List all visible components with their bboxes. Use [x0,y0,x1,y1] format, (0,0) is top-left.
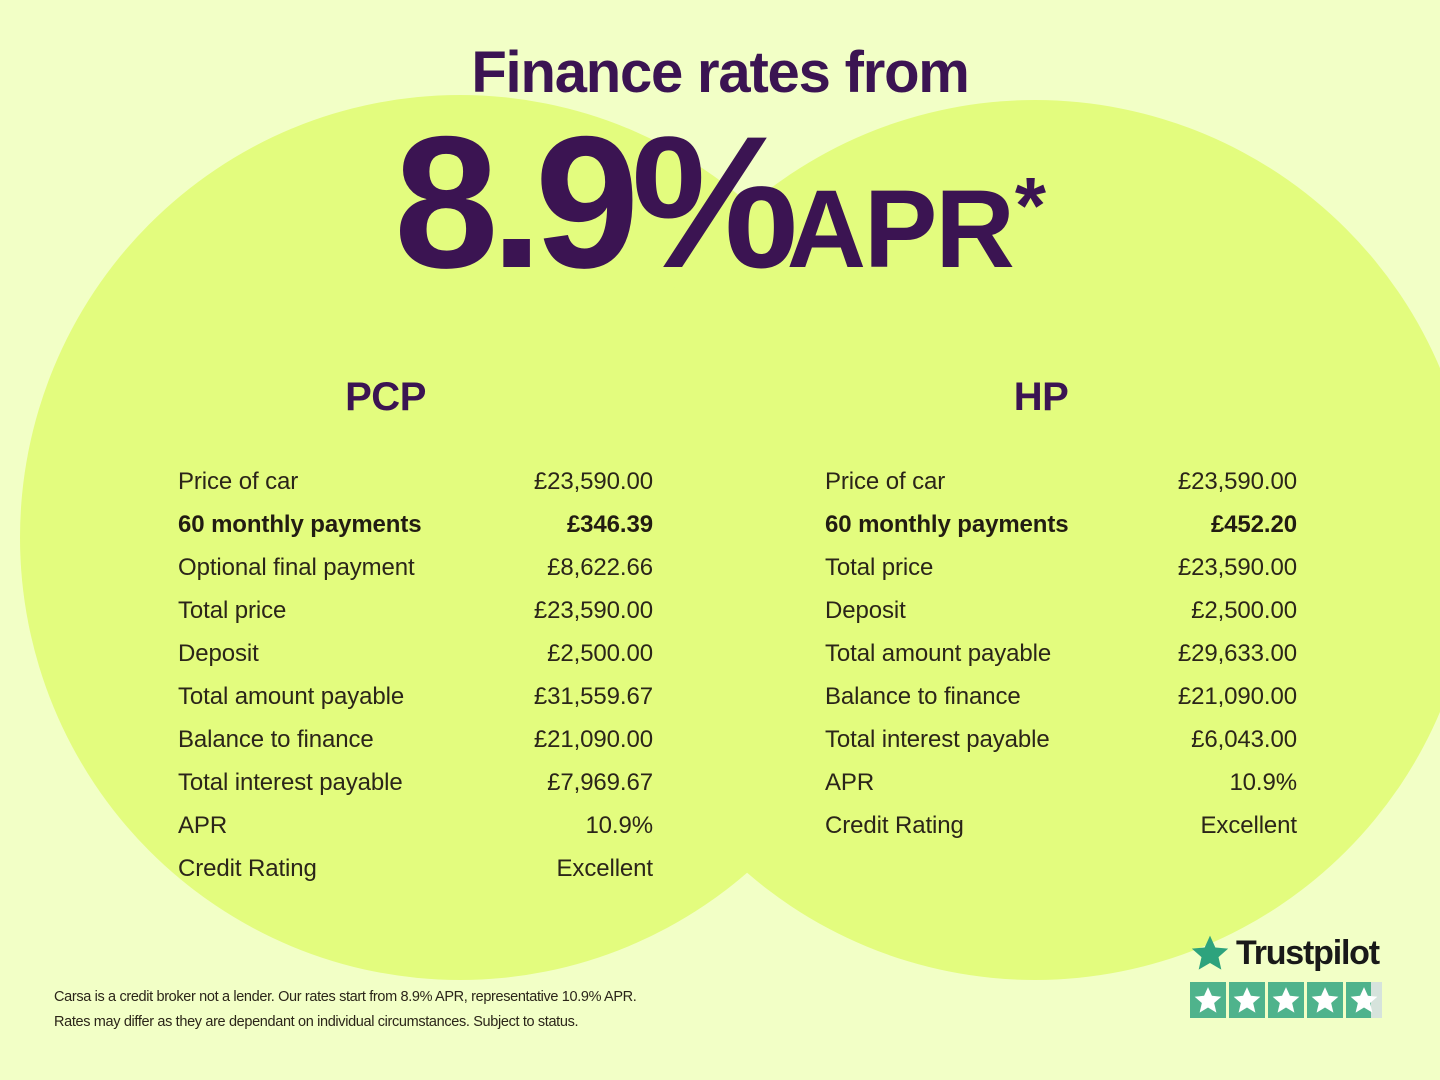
row-label: Total interest payable [825,726,1050,753]
trustpilot-star [1268,982,1304,1018]
row-label: Balance to finance [825,683,1021,710]
row-label: Total interest payable [178,769,403,796]
row-label: Total price [178,597,287,624]
trustpilot-rating-stars [1190,982,1390,1018]
disclaimer-line-2: Rates may differ as they are dependant o… [54,1014,579,1031]
asterisk-icon: * [1014,161,1046,250]
headline-rate-value: 8.9% [394,97,799,307]
row-value: £6,043.00 [1191,726,1297,753]
row-label: Total price [825,554,934,581]
trustpilot-star [1346,982,1382,1018]
table-rows-hp: Price of car £23,590.00 60 monthly payment… [825,468,1297,855]
row-label: Credit Rating [178,855,317,882]
row-value: £23,590.00 [533,468,653,495]
row-value: Excellent [556,855,654,882]
row-value: £23,590.00 [533,597,653,624]
table-row: Balance to finance £21,090.00 [178,726,653,769]
trustpilot-star [1229,982,1265,1018]
trustpilot-star-icon [1190,933,1230,973]
legal-disclaimer: Carsa is a credit broker not a lender. O… [54,985,814,1036]
table-row: Price of car £23,590.00 [825,468,1297,511]
table-row: APR 10.9% [825,769,1297,812]
table-row: Balance to finance £21,090.00 [825,683,1297,726]
trustpilot-star [1307,982,1343,1018]
row-label: Deposit [178,640,259,667]
row-value: £2,500.00 [1191,597,1297,624]
row-label: APR [825,769,875,796]
row-label: Deposit [825,597,906,624]
row-label: Total amount payable [178,683,405,710]
row-value: £8,622.66 [547,554,653,581]
row-value: £29,633.00 [1177,640,1297,667]
row-label: 60 monthly payments [178,511,422,538]
disclaimer-line-1: Carsa is a credit broker not a lender. O… [54,989,637,1005]
row-label: Credit Rating [825,812,964,839]
row-value: 10.9% [585,812,653,839]
row-value: £21,090.00 [1177,683,1297,710]
row-label: 60 monthly payments [825,511,1069,538]
headline-apr-label: APR [786,168,1015,291]
row-label: Total amount payable [825,640,1052,667]
trustpilot-wordmark: Trustpilot [1236,934,1380,972]
row-value: £23,590.00 [1177,554,1297,581]
row-label: Price of car [178,468,299,495]
table-row: Credit Rating Excellent [178,855,653,898]
table-row: Total interest payable £6,043.00 [825,726,1297,769]
row-label: Balance to finance [178,726,374,753]
table-row: Price of car £23,590.00 [178,468,653,511]
trustpilot-widget[interactable]: Trustpilot [1190,930,1390,1018]
table-row: 60 monthly payments £452.20 [825,511,1297,554]
trustpilot-brand: Trustpilot [1190,930,1390,976]
table-title-pcp: PCP [345,375,426,419]
row-value: £7,969.67 [547,769,653,796]
row-value: £346.39 [566,511,653,538]
table-row: Total amount payable £29,633.00 [825,640,1297,683]
row-value: Excellent [1200,812,1298,839]
headline-eyebrow: Finance rates from [471,40,970,105]
row-value: £23,590.00 [1177,468,1297,495]
table-row: Total price £23,590.00 [178,597,653,640]
table-row: Total amount payable £31,559.67 [178,683,653,726]
table-title-hp: HP [1013,375,1069,419]
table-rows-pcp: Price of car £23,590.00 60 monthly payment… [178,468,653,898]
row-value: £21,090.00 [533,726,653,753]
row-label: APR [178,812,228,839]
table-row: APR 10.9% [178,812,653,855]
trustpilot-star [1190,982,1226,1018]
finance-table-pcp: PCP Price of car £23,590.00 60 monthly pay… [178,375,653,898]
row-value: £452.20 [1210,511,1297,538]
table-row: Deposit £2,500.00 [825,597,1297,640]
row-label: Optional final payment [178,554,415,581]
headline-block: Finance rates from 8.9% APR * [0,0,1440,307]
table-row: 60 monthly payments £346.39 [178,511,653,554]
table-row: Total price £23,590.00 [825,554,1297,597]
finance-table-hp: HP Price of car £23,590.00 60 monthly paym… [825,375,1297,855]
table-row: Optional final payment £8,622.66 [178,554,653,597]
row-value: £2,500.00 [547,640,653,667]
table-row: Deposit £2,500.00 [178,640,653,683]
table-row: Total interest payable £7,969.67 [178,769,653,812]
table-row: Credit Rating Excellent [825,812,1297,855]
headline-rate-row: 8.9% APR * [0,97,1440,307]
row-value: £31,559.67 [533,683,653,710]
row-value: 10.9% [1229,769,1297,796]
row-label: Price of car [825,468,946,495]
